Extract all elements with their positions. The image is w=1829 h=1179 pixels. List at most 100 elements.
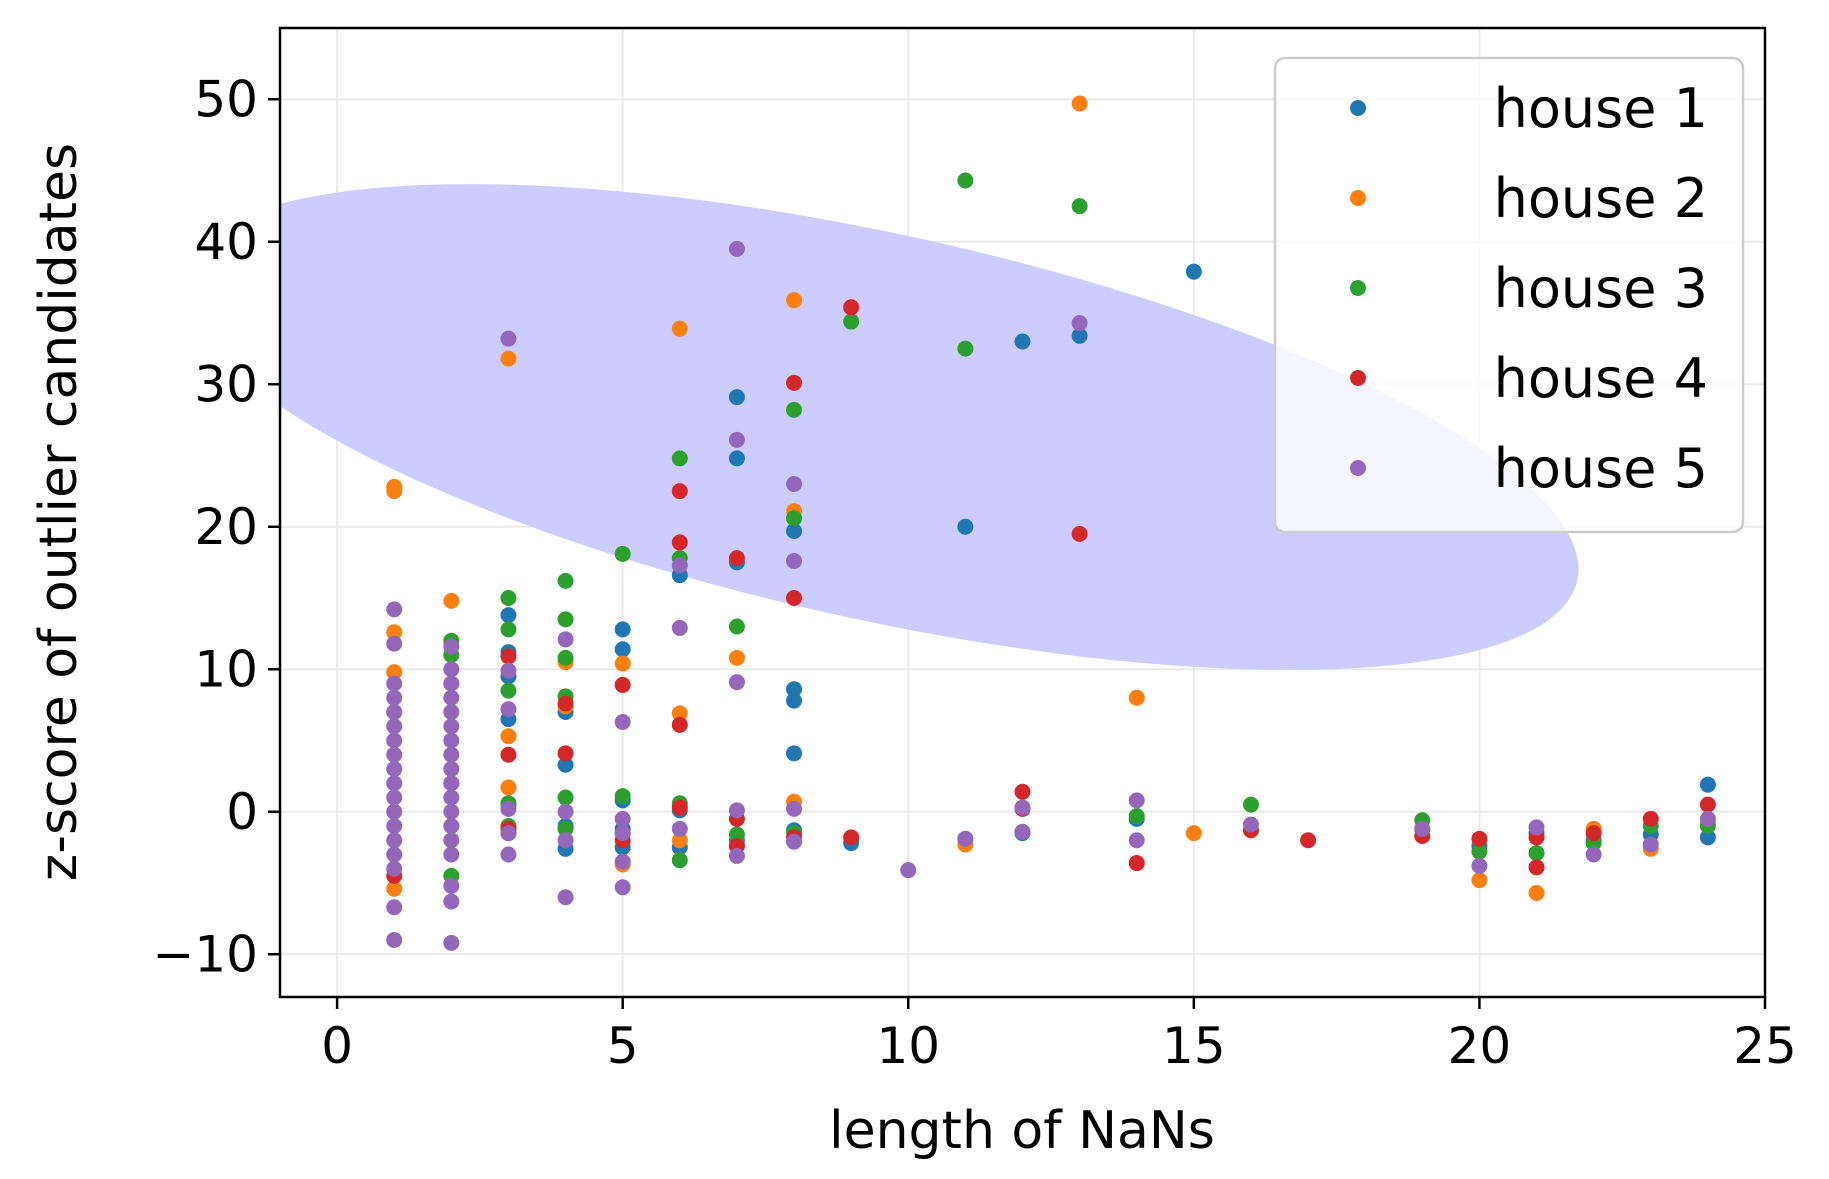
data-point (1699, 776, 1716, 793)
y-tick-label: 30 (194, 355, 258, 413)
y-tick-label: 0 (226, 783, 258, 841)
data-point (728, 826, 745, 843)
legend-label: house 3 (1494, 257, 1708, 320)
data-point (386, 846, 403, 863)
data-point (500, 662, 517, 679)
data-point (728, 847, 745, 864)
data-points (386, 95, 1716, 951)
data-point (843, 313, 860, 330)
data-point (728, 618, 745, 635)
data-point (386, 818, 403, 834)
data-point (728, 450, 745, 467)
y-axis-label: z-score of outlier candidates (29, 143, 89, 881)
data-point (386, 718, 403, 735)
data-point (614, 853, 631, 870)
data-point (1471, 872, 1488, 889)
data-point (386, 932, 403, 948)
data-point (614, 641, 631, 658)
legend-box (1273, 56, 1745, 534)
data-point (557, 572, 574, 589)
data-point (386, 746, 403, 763)
data-point (386, 675, 403, 692)
data-point (500, 701, 517, 718)
data-point (843, 829, 860, 846)
data-point (1071, 95, 1088, 112)
data-point (614, 879, 631, 896)
data-point (843, 299, 860, 316)
data-point (500, 330, 517, 347)
data-point (614, 825, 631, 842)
data-point (386, 899, 403, 916)
data-point (386, 732, 403, 749)
data-point (386, 704, 403, 720)
data-point (443, 761, 460, 777)
data-point (1014, 333, 1031, 350)
data-point (386, 483, 403, 500)
data-point (386, 860, 403, 877)
data-point (786, 745, 803, 762)
data-point (1471, 830, 1488, 847)
x-tick-label: 5 (607, 1017, 639, 1075)
data-point (1128, 689, 1145, 706)
data-point (386, 789, 403, 806)
data-point (786, 523, 803, 540)
data-point (443, 592, 460, 609)
data-point (557, 649, 574, 666)
x-tick-label: 25 (1733, 1017, 1797, 1075)
data-point (786, 476, 803, 492)
legend-marker (1350, 100, 1366, 116)
data-point (500, 800, 517, 817)
data-point (1071, 525, 1088, 542)
data-point (386, 635, 403, 652)
data-point (500, 350, 517, 367)
data-point (443, 846, 460, 863)
data-point (443, 775, 460, 792)
data-point (557, 803, 574, 820)
data-point (443, 704, 460, 720)
data-point (786, 401, 803, 418)
x-tick-label: 10 (876, 1017, 940, 1075)
data-point (443, 893, 460, 910)
data-point (671, 534, 688, 551)
data-point (386, 775, 403, 792)
x-tick-label: 20 (1448, 1017, 1512, 1075)
data-point (957, 172, 974, 189)
plot-frame (278, 26, 1767, 999)
highlight-region (280, 184, 1579, 670)
data-point (728, 550, 745, 567)
data-point (386, 761, 403, 777)
data-point (500, 590, 517, 606)
data-point (1528, 845, 1545, 862)
data-point (728, 240, 745, 257)
y-axis-ticks: −10 0 10 20 30 40 50 (152, 70, 280, 983)
data-point (614, 713, 631, 730)
data-point (900, 862, 917, 879)
data-point (500, 728, 517, 745)
data-point (671, 483, 688, 500)
data-point (671, 716, 688, 733)
data-point (500, 607, 517, 624)
data-point (443, 789, 460, 806)
data-point (786, 692, 803, 709)
data-point (786, 590, 803, 606)
data-point (500, 621, 517, 638)
legend-marker (1350, 280, 1366, 296)
data-point (1014, 783, 1031, 800)
data-point (1585, 846, 1602, 863)
y-tick-label: 10 (194, 640, 258, 698)
data-point (386, 832, 403, 849)
data-point (614, 788, 631, 805)
data-point (728, 389, 745, 406)
data-point (1528, 859, 1545, 876)
data-point (1471, 857, 1488, 874)
data-point (614, 655, 631, 672)
legend-label: house 1 (1494, 77, 1708, 140)
data-point (500, 846, 517, 863)
data-point (786, 800, 803, 817)
x-tick-label: 0 (321, 1017, 353, 1075)
y-tick-label: −10 (152, 925, 258, 983)
data-point (1699, 829, 1716, 846)
data-point (557, 695, 574, 712)
data-point (786, 292, 803, 309)
